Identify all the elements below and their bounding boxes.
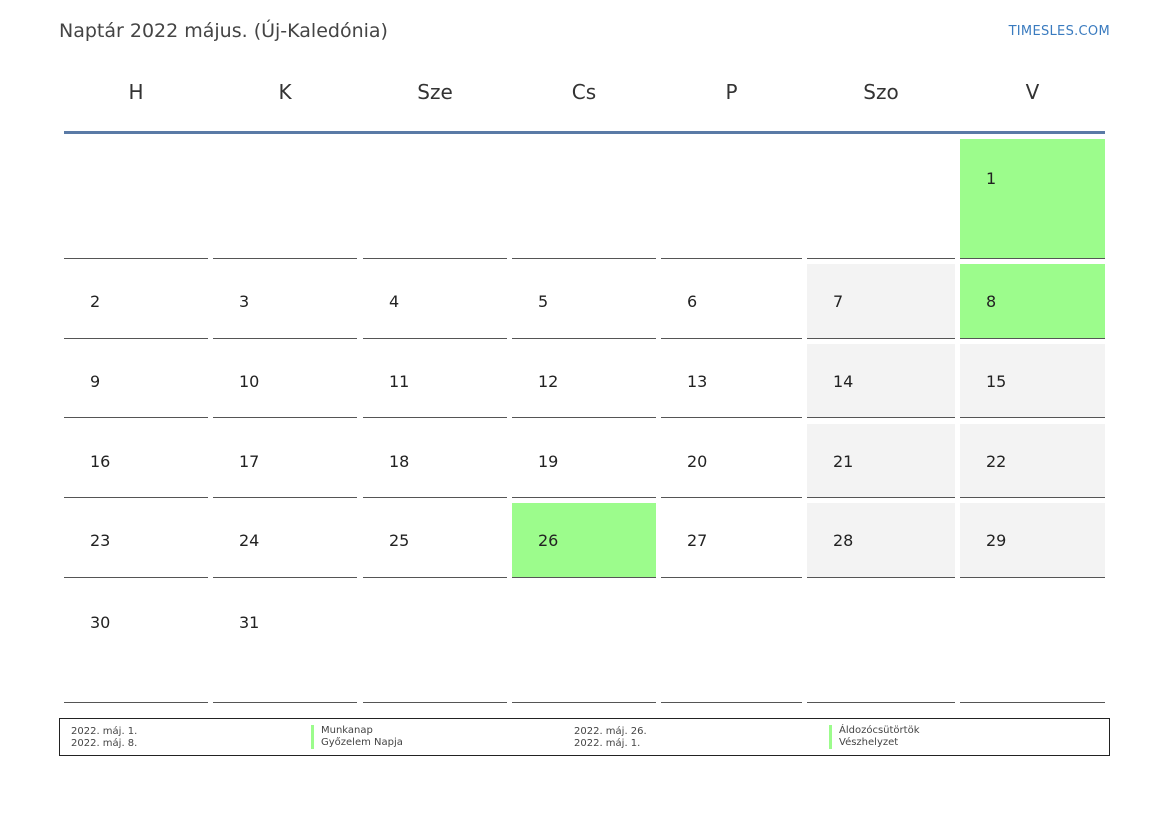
- day-number: 27: [687, 531, 708, 550]
- day-cell[interactable]: 4: [363, 264, 507, 339]
- legend-date: 2022. máj. 1.: [71, 726, 138, 737]
- day-number: 20: [687, 452, 708, 471]
- empty-day-cell: [807, 258, 955, 259]
- day-number: 1: [986, 169, 997, 188]
- day-cell[interactable]: 20: [661, 424, 802, 498]
- day-number: 14: [833, 372, 854, 391]
- day-cell[interactable]: 2: [64, 264, 208, 339]
- day-number: 9: [90, 372, 101, 391]
- day-number: 8: [986, 292, 997, 311]
- day-number: 7: [833, 292, 844, 311]
- legend-date: 2022. máj. 1.: [574, 738, 641, 749]
- day-cell[interactable]: 19: [512, 424, 656, 498]
- day-cell[interactable]: 28: [807, 503, 955, 578]
- empty-day-cell: [64, 258, 208, 259]
- day-number: 13: [687, 372, 708, 391]
- day-cell[interactable]: 13: [661, 344, 802, 418]
- day-cell[interactable]: 7: [807, 264, 955, 339]
- day-cell[interactable]: 15: [960, 344, 1105, 418]
- day-number: 19: [538, 452, 559, 471]
- day-number: 22: [986, 452, 1007, 471]
- site-link[interactable]: TIMESLES.COM: [1008, 24, 1110, 39]
- day-number: 16: [90, 452, 111, 471]
- day-cell[interactable]: 11: [363, 344, 507, 418]
- day-number: 15: [986, 372, 1007, 391]
- legend-date: 2022. máj. 26.: [574, 726, 647, 737]
- day-cell[interactable]: 26: [512, 503, 656, 578]
- day-number: 29: [986, 531, 1007, 550]
- empty-day-cell: [213, 258, 357, 259]
- header-divider: [64, 131, 1105, 134]
- empty-day-cell: [661, 702, 802, 703]
- legend-date: 2022. máj. 8.: [71, 738, 138, 749]
- day-number: 6: [687, 292, 698, 311]
- day-cell[interactable]: 27: [661, 503, 802, 578]
- day-number: 4: [389, 292, 400, 311]
- day-number: 28: [833, 531, 854, 550]
- empty-day-cell: [363, 702, 507, 703]
- empty-day-cell: [960, 702, 1105, 703]
- day-number: 24: [239, 531, 260, 550]
- day-cell[interactable]: 14: [807, 344, 955, 418]
- empty-day-cell: [512, 702, 656, 703]
- day-cell[interactable]: 23: [64, 503, 208, 578]
- day-number: 18: [389, 452, 410, 471]
- day-number: 11: [389, 372, 410, 391]
- day-cell[interactable]: 30: [64, 583, 208, 703]
- day-number: 26: [538, 531, 559, 550]
- weekday-label: Sze: [417, 80, 453, 104]
- day-cell[interactable]: 31: [213, 583, 357, 703]
- day-cell[interactable]: 29: [960, 503, 1105, 578]
- weekday-label: Szo: [863, 80, 899, 104]
- day-number: 10: [239, 372, 260, 391]
- weekday-label: K: [278, 80, 292, 104]
- day-cell[interactable]: 21: [807, 424, 955, 498]
- day-number: 25: [389, 531, 410, 550]
- day-number: 17: [239, 452, 260, 471]
- day-number: 2: [90, 292, 101, 311]
- day-cell[interactable]: 9: [64, 344, 208, 418]
- weekday-header: H K Sze Cs P Szo V: [64, 80, 1105, 118]
- empty-day-cell: [363, 258, 507, 259]
- day-number: 3: [239, 292, 250, 311]
- weekday-label: V: [1025, 80, 1040, 104]
- page-title: Naptár 2022 május. (Új-Kaledónia): [59, 20, 388, 42]
- day-cell[interactable]: 18: [363, 424, 507, 498]
- day-number: 23: [90, 531, 111, 550]
- legend-name: Munkanap: [311, 725, 373, 737]
- empty-day-cell: [807, 702, 955, 703]
- holiday-legend: 2022. máj. 1. Munkanap 2022. máj. 8. Győ…: [59, 718, 1110, 756]
- day-cell[interactable]: 25: [363, 503, 507, 578]
- day-cell[interactable]: 12: [512, 344, 656, 418]
- empty-day-cell: [512, 258, 656, 259]
- weekday-label: H: [128, 80, 144, 104]
- legend-name: Győzelem Napja: [311, 737, 403, 749]
- day-cell[interactable]: 8: [960, 264, 1105, 339]
- weekday-label: Cs: [571, 80, 597, 104]
- empty-day-cell: [661, 258, 802, 259]
- day-cell[interactable]: 22: [960, 424, 1105, 498]
- legend-name: Áldozócsütörtök: [829, 725, 919, 737]
- day-cell[interactable]: 1: [960, 139, 1105, 259]
- day-cell[interactable]: 6: [661, 264, 802, 339]
- day-number: 12: [538, 372, 559, 391]
- day-cell[interactable]: 24: [213, 503, 357, 578]
- day-cell[interactable]: 3: [213, 264, 357, 339]
- day-cell[interactable]: 17: [213, 424, 357, 498]
- legend-name: Vészhelyzet: [829, 737, 898, 749]
- day-number: 5: [538, 292, 549, 311]
- day-number: 31: [239, 613, 260, 632]
- day-number: 21: [833, 452, 854, 471]
- day-cell[interactable]: 16: [64, 424, 208, 498]
- day-cell[interactable]: 5: [512, 264, 656, 339]
- day-cell[interactable]: 10: [213, 344, 357, 418]
- day-number: 30: [90, 613, 111, 632]
- weekday-label: P: [725, 80, 738, 104]
